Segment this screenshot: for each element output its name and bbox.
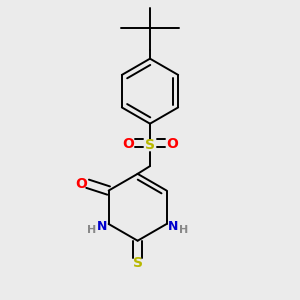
Text: N: N — [168, 220, 178, 233]
Text: H: H — [87, 225, 97, 235]
Text: O: O — [76, 177, 87, 191]
Text: S: S — [145, 138, 155, 152]
Text: N: N — [97, 220, 107, 233]
Text: S: S — [133, 256, 142, 270]
Text: H: H — [179, 225, 188, 235]
Text: O: O — [167, 137, 178, 151]
Text: O: O — [122, 137, 134, 151]
